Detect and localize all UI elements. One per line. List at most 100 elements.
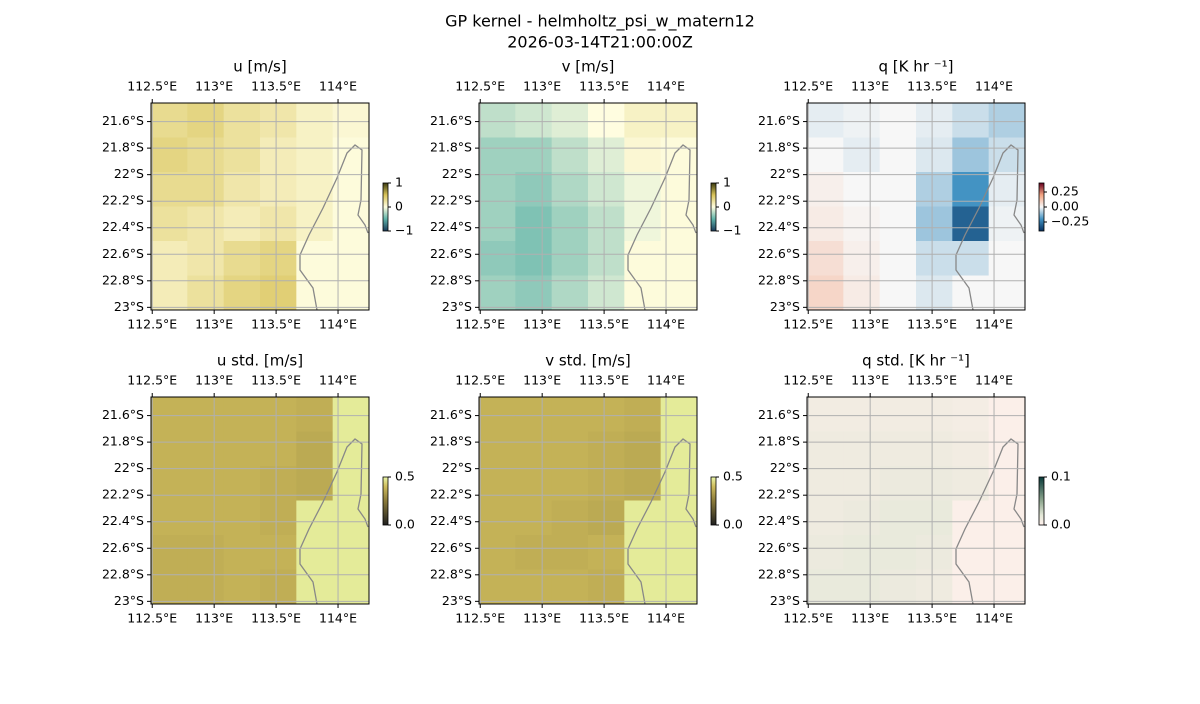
cell xyxy=(916,275,953,311)
y-tick-label: 21.6°S xyxy=(102,113,144,128)
cell xyxy=(187,431,225,467)
cell xyxy=(916,103,953,138)
cell xyxy=(952,103,990,138)
y-tick-label: 22°S xyxy=(770,460,800,475)
cell xyxy=(151,466,188,501)
x-tick-label: 113.5°E xyxy=(579,79,629,94)
cell xyxy=(551,206,589,242)
cell xyxy=(988,535,1026,570)
y-tick-label: 22.6°S xyxy=(758,540,800,555)
cell xyxy=(515,569,553,605)
cell xyxy=(223,397,261,432)
x-tick-label: 112.5°E xyxy=(455,79,505,94)
colorbar-tick-label: 0.0 xyxy=(723,517,743,532)
y-tick-label: 22.4°S xyxy=(102,513,144,528)
cell xyxy=(660,397,698,432)
panel-frame xyxy=(478,102,698,311)
cell xyxy=(260,172,297,207)
x-tick-label: 112.5°E xyxy=(127,79,177,94)
cell xyxy=(952,275,990,311)
cell xyxy=(479,103,516,138)
cell xyxy=(151,241,188,276)
cell xyxy=(296,137,334,173)
cell xyxy=(260,103,297,138)
x-tick-label: 112.5°E xyxy=(783,611,833,626)
cell xyxy=(660,241,698,276)
colorbar-tick-label: 0 xyxy=(723,199,731,214)
y-tick-label: 22.2°S xyxy=(430,193,472,208)
cell xyxy=(479,241,516,276)
cell xyxy=(187,535,225,570)
cell xyxy=(660,275,698,311)
cell xyxy=(260,535,297,570)
cell xyxy=(223,103,261,138)
cell xyxy=(223,500,261,536)
cell xyxy=(151,172,188,207)
cell xyxy=(624,103,662,138)
colorbar-tick-label: 1 xyxy=(395,175,403,190)
cell xyxy=(332,397,370,432)
cell xyxy=(988,137,1026,173)
cell xyxy=(551,275,589,311)
cell xyxy=(588,535,625,570)
y-tick-label: 21.8°S xyxy=(430,434,472,449)
cell xyxy=(916,569,953,605)
x-tick-label: 114°E xyxy=(319,317,357,332)
cell xyxy=(551,103,589,138)
cell xyxy=(151,431,188,467)
cell xyxy=(807,172,844,207)
cell xyxy=(296,275,334,311)
x-tick-label: 112.5°E xyxy=(127,373,177,388)
y-tick-label: 23°S xyxy=(114,593,144,608)
cell xyxy=(988,397,1026,432)
cell xyxy=(807,569,844,605)
x-tick-label: 112.5°E xyxy=(127,611,177,626)
cell xyxy=(479,569,516,605)
cell xyxy=(588,206,625,242)
cell xyxy=(260,275,297,311)
y-tick-label: 22°S xyxy=(442,460,472,475)
x-tick-label: 113°E xyxy=(195,79,233,94)
cell xyxy=(515,397,553,432)
x-tick-label: 113.5°E xyxy=(579,611,629,626)
coastline xyxy=(955,438,1025,605)
panel-title: v [m/s] xyxy=(562,58,615,76)
cell xyxy=(843,431,881,467)
cell xyxy=(988,569,1026,605)
cell xyxy=(187,241,225,276)
y-tick-label: 23°S xyxy=(770,593,800,608)
cell xyxy=(588,275,625,311)
cell xyxy=(332,500,370,536)
cell xyxy=(296,535,334,570)
y-tick-label: 22.8°S xyxy=(430,566,472,581)
cell xyxy=(988,103,1026,138)
y-tick-label: 22.6°S xyxy=(102,540,144,555)
x-tick-label: 113°E xyxy=(195,317,233,332)
x-tick-label: 114°E xyxy=(975,317,1013,332)
cell xyxy=(260,431,297,467)
cell xyxy=(187,103,225,138)
panel-frame xyxy=(478,396,698,605)
y-tick-label: 22°S xyxy=(114,166,144,181)
coastline xyxy=(627,144,697,311)
cell xyxy=(807,535,844,570)
y-tick-label: 21.6°S xyxy=(758,113,800,128)
cell xyxy=(879,431,917,467)
colorbar-tick-label: 0.25 xyxy=(1051,184,1079,199)
cell xyxy=(952,535,990,570)
cell xyxy=(332,431,370,467)
y-tick-label: 22.6°S xyxy=(102,246,144,261)
cell xyxy=(260,206,297,242)
cell xyxy=(260,241,297,276)
cell xyxy=(879,397,917,432)
coastline xyxy=(955,144,1025,311)
y-tick-label: 22.8°S xyxy=(758,272,800,287)
x-tick-label: 112.5°E xyxy=(783,373,833,388)
cell xyxy=(624,275,662,311)
cell xyxy=(843,569,881,605)
x-tick-label: 113.5°E xyxy=(579,317,629,332)
colorbar xyxy=(710,182,717,232)
cell xyxy=(551,431,589,467)
y-tick-label: 23°S xyxy=(442,299,472,314)
cell xyxy=(296,241,334,276)
